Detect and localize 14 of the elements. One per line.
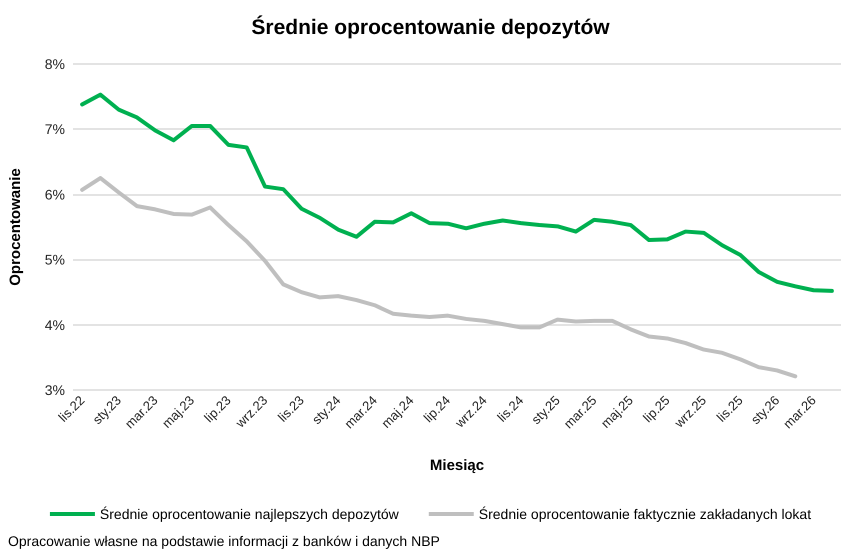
line-series: [80, 176, 798, 378]
y-axis-title: Oprocentowanie: [7, 168, 24, 286]
text: Opracowanie własne na podstawie informacji z banków i danych NBP: [8, 533, 440, 549]
chart-title: Średnie oprocentowanie depozytów: [251, 15, 610, 39]
legend-label: Średnie oprocentowanie faktycznie zakładanych lokat: [478, 506, 812, 522]
y-tick-label: 6%: [44, 186, 65, 202]
legend-label: Średnie oprocentowanie najlepszych depozytów: [100, 506, 400, 522]
line-series: [80, 92, 834, 293]
y-tick-label: 4%: [44, 316, 65, 333]
y-tick-label: 8%: [44, 56, 65, 72]
y-tick-label: 3%: [44, 382, 65, 398]
y-tick-label: 7%: [44, 121, 65, 138]
x-axis-title: Miesiąc: [430, 457, 484, 474]
y-tick-label: 5%: [44, 252, 65, 268]
